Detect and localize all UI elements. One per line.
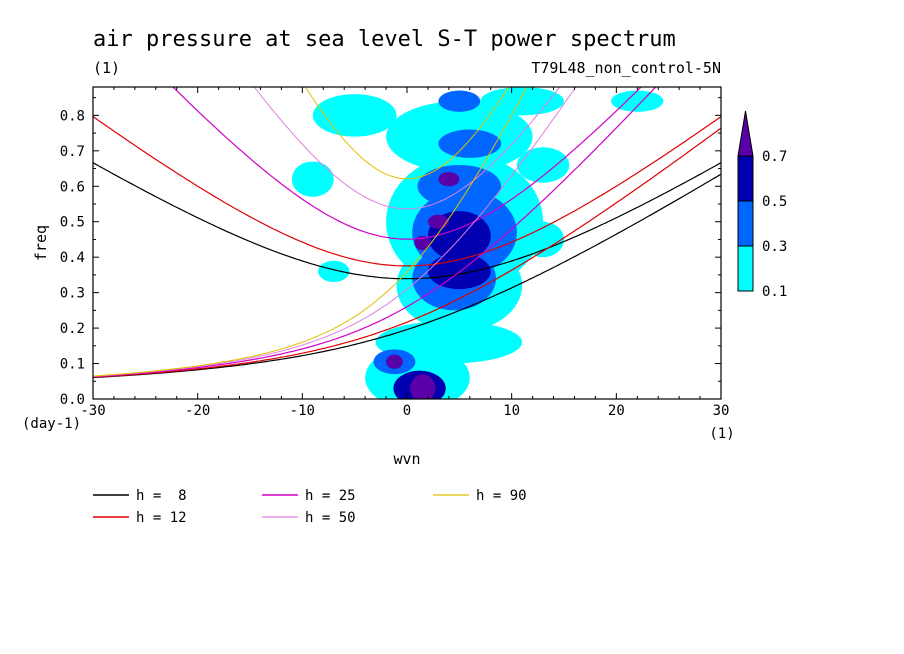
colorbar-label-3: 0.7 <box>762 149 787 165</box>
x-tick-label-5: 20 <box>608 403 625 419</box>
mrg-curve-1 <box>93 127 721 378</box>
x-tick-label-2: -10 <box>290 403 315 419</box>
y-tick-label-7: 0.7 <box>60 144 85 160</box>
mrg-curve-4 <box>93 87 528 377</box>
y-tick-label-8: 0.8 <box>60 108 85 124</box>
colorbar-segment-0 <box>737 245 754 292</box>
power-blob-0 <box>410 374 436 399</box>
y-tick-label-0: 0.0 <box>60 392 85 408</box>
ig-curve-3 <box>253 87 561 210</box>
colorbar: 0.1 0.3 0.5 0.7 <box>737 110 787 300</box>
y-tick-label-3: 0.3 <box>60 286 85 302</box>
legend-label-4: h = 90 <box>476 488 527 504</box>
power-blob-12 <box>427 214 449 229</box>
legend-label-2: h = 25 <box>305 488 356 504</box>
power-blob-20 <box>291 161 334 197</box>
y-tick-label-1: 0.1 <box>60 357 85 373</box>
plot-area <box>93 87 721 399</box>
legend-label-0: h = 8 <box>136 488 187 504</box>
chart-title: air pressure at sea level S-T power spec… <box>93 27 676 52</box>
power-blob-17 <box>438 129 502 158</box>
x-tick-label-0: -30 <box>80 403 105 419</box>
x-tick-label-3: 0 <box>403 403 411 419</box>
y-tick-label-6: 0.6 <box>60 179 85 195</box>
ig-curve-4 <box>304 87 510 180</box>
power-blob-25 <box>318 260 350 283</box>
power-blob-24 <box>611 90 664 112</box>
power-blob-18 <box>312 94 397 137</box>
power-blob-21 <box>516 147 570 183</box>
colorbar-extension <box>737 110 754 157</box>
y-tick-label-4: 0.4 <box>60 250 85 266</box>
y-axis-label: freq <box>32 225 50 261</box>
power-blob-3 <box>386 354 403 369</box>
power-blob-13 <box>414 235 432 251</box>
x-tick-label-6: 30 <box>713 403 730 419</box>
power-contours <box>291 87 664 399</box>
colorbar-label-2: 0.5 <box>762 194 787 210</box>
mrg-curve-3 <box>93 87 577 377</box>
legend-label-3: h = 50 <box>305 510 356 526</box>
x-tick-label-4: 10 <box>503 403 520 419</box>
dispersion-curves <box>93 87 721 379</box>
power-blob-23 <box>438 90 481 112</box>
mrg-curve-0 <box>93 173 721 379</box>
legend: h = 8 h = 12 h = 25 h = 50 h = 90 <box>93 488 527 526</box>
chart-subtitle-right: T79L48_non_control-5N <box>531 59 721 77</box>
mrg-curve-2 <box>93 87 657 378</box>
y-tick-label-5: 0.5 <box>60 215 85 231</box>
power-blob-5 <box>375 321 523 364</box>
colorbar-label-1: 0.3 <box>762 239 787 255</box>
ig-curve-1 <box>93 116 721 267</box>
legend-label-1: h = 12 <box>136 510 187 526</box>
y-axis-unit: (day-1) <box>22 416 81 432</box>
axes: -30 -20 -10 0 10 20 30 0.0 0.1 0.2 0.3 0.4 0.5 0.6 0.7… <box>60 87 730 419</box>
x-axis-label: wvn <box>393 450 420 468</box>
ig-curve-0 <box>93 162 721 280</box>
x-axis-unit: (1) <box>709 426 734 442</box>
x-tick-label-1: -20 <box>185 403 210 419</box>
chart-subtitle-left: (1) <box>93 59 120 77</box>
colorbar-label-0: 0.1 <box>762 284 787 300</box>
colorbar-segment-2 <box>737 155 754 202</box>
power-blob-22 <box>522 221 564 258</box>
y-tick-label-2: 0.2 <box>60 321 85 337</box>
colorbar-segment-1 <box>737 200 754 247</box>
power-blob-15 <box>438 172 460 187</box>
power-blob-14 <box>417 165 502 208</box>
ig-curve-2 <box>172 87 642 240</box>
